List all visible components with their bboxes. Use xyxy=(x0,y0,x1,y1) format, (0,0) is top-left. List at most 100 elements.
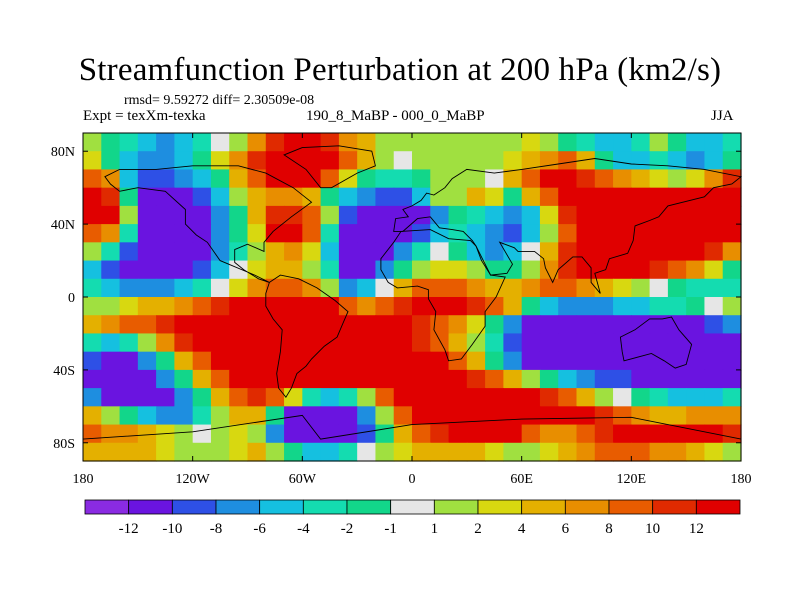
field-cell xyxy=(101,406,121,426)
field-cell xyxy=(613,242,632,262)
field-cell xyxy=(722,278,742,298)
field-cell xyxy=(210,205,230,225)
field-cell xyxy=(210,260,230,280)
field-cell xyxy=(210,133,230,152)
field-cell xyxy=(412,406,431,426)
field-cell xyxy=(466,442,486,462)
colorbar-swatch xyxy=(346,499,392,515)
field-cell xyxy=(393,424,413,444)
field-cell xyxy=(156,442,175,462)
field-cell xyxy=(229,169,249,189)
field-cell xyxy=(466,169,486,189)
field-cell xyxy=(558,406,578,426)
field-cell xyxy=(704,151,724,171)
field-cell xyxy=(503,278,523,298)
field-cell xyxy=(101,278,121,298)
field-cell xyxy=(503,260,523,280)
colorbar-label: -12 xyxy=(119,521,139,537)
field-cell xyxy=(137,242,157,262)
field-cell xyxy=(649,297,669,316)
left-label: Expt = texXm-texka xyxy=(83,108,206,124)
field-cell xyxy=(466,406,486,426)
field-cell xyxy=(466,260,486,280)
field-cell xyxy=(539,333,559,353)
field-cell xyxy=(137,442,157,462)
field-cell xyxy=(485,351,504,371)
field-cell xyxy=(448,260,468,280)
field-cell xyxy=(357,442,377,462)
field-cell xyxy=(338,406,358,426)
field-cell xyxy=(704,297,724,316)
field-cell xyxy=(320,242,340,262)
field-cell xyxy=(613,151,632,171)
field-cell xyxy=(357,315,377,335)
field-cell xyxy=(302,297,322,316)
field-cell xyxy=(137,369,157,389)
field-cell xyxy=(594,242,614,262)
field-cell xyxy=(302,424,322,444)
field-cell xyxy=(448,224,468,243)
field-cell xyxy=(284,388,303,407)
field-cell xyxy=(247,151,267,171)
field-cell xyxy=(393,388,413,407)
field-cell xyxy=(722,187,742,207)
field-cell xyxy=(686,260,706,280)
field-cell xyxy=(265,224,285,243)
field-cell xyxy=(704,187,724,207)
field-cell xyxy=(667,315,687,335)
field-cell xyxy=(558,388,578,407)
field-cell xyxy=(192,315,212,335)
field-cell xyxy=(594,224,614,243)
field-cell xyxy=(192,242,212,262)
field-cell xyxy=(302,278,322,298)
field-cell xyxy=(156,297,175,316)
field-cell xyxy=(722,369,742,389)
field-cell xyxy=(430,388,450,407)
field-cell xyxy=(667,169,687,189)
field-cell xyxy=(320,278,340,298)
field-cell xyxy=(412,187,431,207)
field-cell xyxy=(649,442,669,462)
field-cell xyxy=(101,424,121,444)
field-cell xyxy=(357,242,377,262)
field-cell xyxy=(119,133,139,152)
field-cell xyxy=(485,406,504,426)
field-cell xyxy=(101,133,121,152)
field-cell xyxy=(137,224,157,243)
field-cell xyxy=(284,406,303,426)
field-cell xyxy=(265,315,285,335)
field-cell xyxy=(119,260,139,280)
field-cell xyxy=(667,442,687,462)
field-cell xyxy=(466,424,486,444)
field-cell xyxy=(521,133,541,152)
field-cell xyxy=(448,333,468,353)
field-cell xyxy=(594,333,614,353)
coastline xyxy=(619,316,693,369)
colorbar-swatch xyxy=(215,499,261,515)
field-cell xyxy=(448,388,468,407)
colorbar-label: 2 xyxy=(474,521,482,537)
field-cell xyxy=(558,151,578,171)
field-cell xyxy=(156,224,175,243)
field-cell xyxy=(284,315,303,335)
x-tick-label: 60E xyxy=(510,472,533,487)
colorbar-swatch xyxy=(608,499,654,515)
colorbar-swatch xyxy=(695,499,741,515)
field-cell xyxy=(686,315,706,335)
coastline xyxy=(283,145,376,189)
field-cell xyxy=(485,369,504,389)
field-cell xyxy=(375,442,395,462)
field-cell xyxy=(338,297,358,316)
field-cell xyxy=(667,406,687,426)
colorbar-label: 12 xyxy=(689,521,704,537)
field-cell xyxy=(448,187,468,207)
colorbar-label: 1 xyxy=(431,521,439,537)
field-cell xyxy=(119,278,139,298)
field-cell xyxy=(558,278,578,298)
field-cell xyxy=(357,424,377,444)
coastline xyxy=(265,274,349,398)
field-cell xyxy=(101,297,121,316)
field-cell xyxy=(485,388,504,407)
field-cell xyxy=(466,351,486,371)
field-cell xyxy=(722,424,742,444)
